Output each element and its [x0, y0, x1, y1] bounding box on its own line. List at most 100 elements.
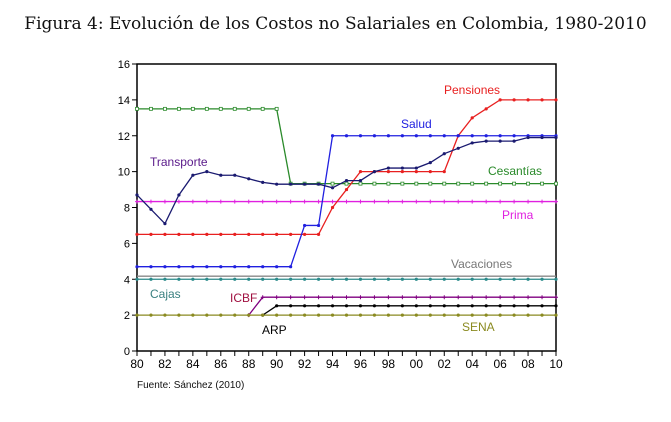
x-tick-label: 84	[186, 357, 200, 371]
data-point-arp	[303, 304, 307, 308]
data-point-transporte	[275, 182, 279, 186]
data-point-transporte	[400, 166, 404, 170]
data-point-prima	[204, 199, 209, 204]
data-point-salud	[177, 265, 181, 269]
data-point-sena	[261, 313, 265, 317]
chart-title: Figura 4: Evolución de los Costos no Sal…	[24, 14, 647, 34]
data-point-cajas	[261, 277, 265, 281]
data-point-salud	[372, 134, 377, 138]
data-point-icbf	[498, 295, 503, 300]
data-point-arp	[498, 304, 502, 308]
series-label-vacaciones: Vacaciones	[451, 257, 512, 271]
data-point-transporte	[191, 173, 195, 177]
x-tick-label: 80	[130, 357, 144, 371]
data-point-prima	[302, 199, 307, 204]
data-point-cesantias	[414, 181, 419, 186]
series-label-salud: Salud	[401, 117, 432, 131]
data-point-transporte	[512, 139, 516, 143]
data-point-transporte	[498, 139, 502, 143]
data-point-icbf	[470, 295, 475, 300]
x-tick-label: 98	[382, 357, 396, 371]
data-point-pensiones	[442, 170, 446, 174]
data-point-icbf	[512, 295, 517, 300]
data-point-pensiones	[428, 170, 432, 174]
data-point-sena	[358, 313, 363, 317]
data-point-transporte	[135, 193, 139, 197]
data-point-arp	[512, 304, 516, 308]
data-point-prima	[526, 199, 531, 204]
data-point-sena	[372, 313, 377, 317]
data-point-pensiones	[163, 232, 167, 237]
data-point-arp	[442, 304, 446, 308]
data-point-salud	[219, 265, 223, 269]
data-point-sena	[526, 313, 530, 317]
data-point-icbf	[442, 295, 447, 300]
data-point-salud	[303, 223, 307, 228]
x-tick-label: 10	[549, 357, 563, 371]
data-point-icbf	[330, 295, 335, 300]
data-point-prima	[162, 199, 167, 204]
y-tick-label: 16	[118, 59, 130, 71]
x-tick-label: 86	[214, 357, 228, 371]
y-tick-label: 2	[124, 310, 130, 322]
data-point-cajas	[191, 277, 195, 281]
data-point-cesantias	[540, 181, 544, 186]
data-point-icbf	[456, 295, 461, 300]
data-point-cajas	[289, 277, 293, 281]
data-point-transporte	[330, 186, 335, 190]
data-point-transporte	[386, 166, 390, 170]
data-point-transporte	[414, 166, 418, 170]
data-point-cesantias	[498, 181, 503, 186]
data-point-salud	[428, 134, 432, 138]
data-point-cajas	[484, 277, 488, 281]
data-point-arp	[358, 304, 363, 308]
data-point-prima	[288, 199, 293, 204]
data-point-cesantias	[526, 181, 530, 186]
data-point-cesantias	[484, 181, 489, 186]
data-point-cesantias	[358, 181, 363, 186]
data-point-prima	[428, 199, 433, 204]
data-point-salud	[135, 265, 139, 269]
data-point-transporte	[289, 182, 293, 186]
data-point-cajas	[303, 277, 307, 281]
data-point-cajas	[247, 277, 251, 281]
data-point-cesantias	[218, 106, 223, 111]
data-point-arp	[386, 304, 390, 308]
data-point-prima	[274, 199, 279, 204]
y-tick-label: 14	[118, 95, 130, 107]
data-point-salud	[247, 265, 251, 269]
data-point-transporte	[358, 178, 363, 183]
data-point-cajas	[428, 277, 432, 281]
data-point-salud	[316, 223, 321, 228]
plot-frame	[136, 63, 557, 352]
data-point-pensiones	[484, 107, 488, 111]
data-point-prima	[414, 199, 419, 204]
data-point-pensiones	[233, 232, 237, 237]
data-point-cajas	[219, 277, 223, 281]
data-point-salud	[470, 134, 474, 138]
data-point-pensiones	[303, 232, 307, 237]
data-point-pensiones	[191, 232, 195, 237]
data-point-icbf	[344, 295, 349, 300]
data-point-prima	[540, 199, 545, 204]
data-point-icbf	[540, 295, 545, 300]
data-point-arp	[289, 304, 293, 308]
data-point-cajas	[372, 277, 377, 281]
data-point-prima	[344, 199, 349, 204]
data-point-prima	[330, 199, 335, 204]
data-point-cajas	[442, 277, 446, 281]
data-point-icbf	[358, 295, 363, 300]
data-point-sena	[275, 313, 279, 317]
data-point-pensiones	[261, 232, 265, 237]
data-point-transporte	[526, 135, 530, 140]
data-point-cajas	[400, 277, 404, 281]
data-point-transporte	[177, 193, 181, 197]
data-point-pensiones	[247, 232, 251, 237]
data-point-transporte	[219, 173, 223, 177]
data-point-transporte	[149, 207, 153, 211]
data-point-prima	[232, 199, 237, 204]
data-point-cesantias	[428, 181, 433, 186]
data-point-sena	[442, 313, 446, 317]
data-point-arp	[344, 304, 349, 308]
data-point-transporte	[428, 161, 432, 165]
